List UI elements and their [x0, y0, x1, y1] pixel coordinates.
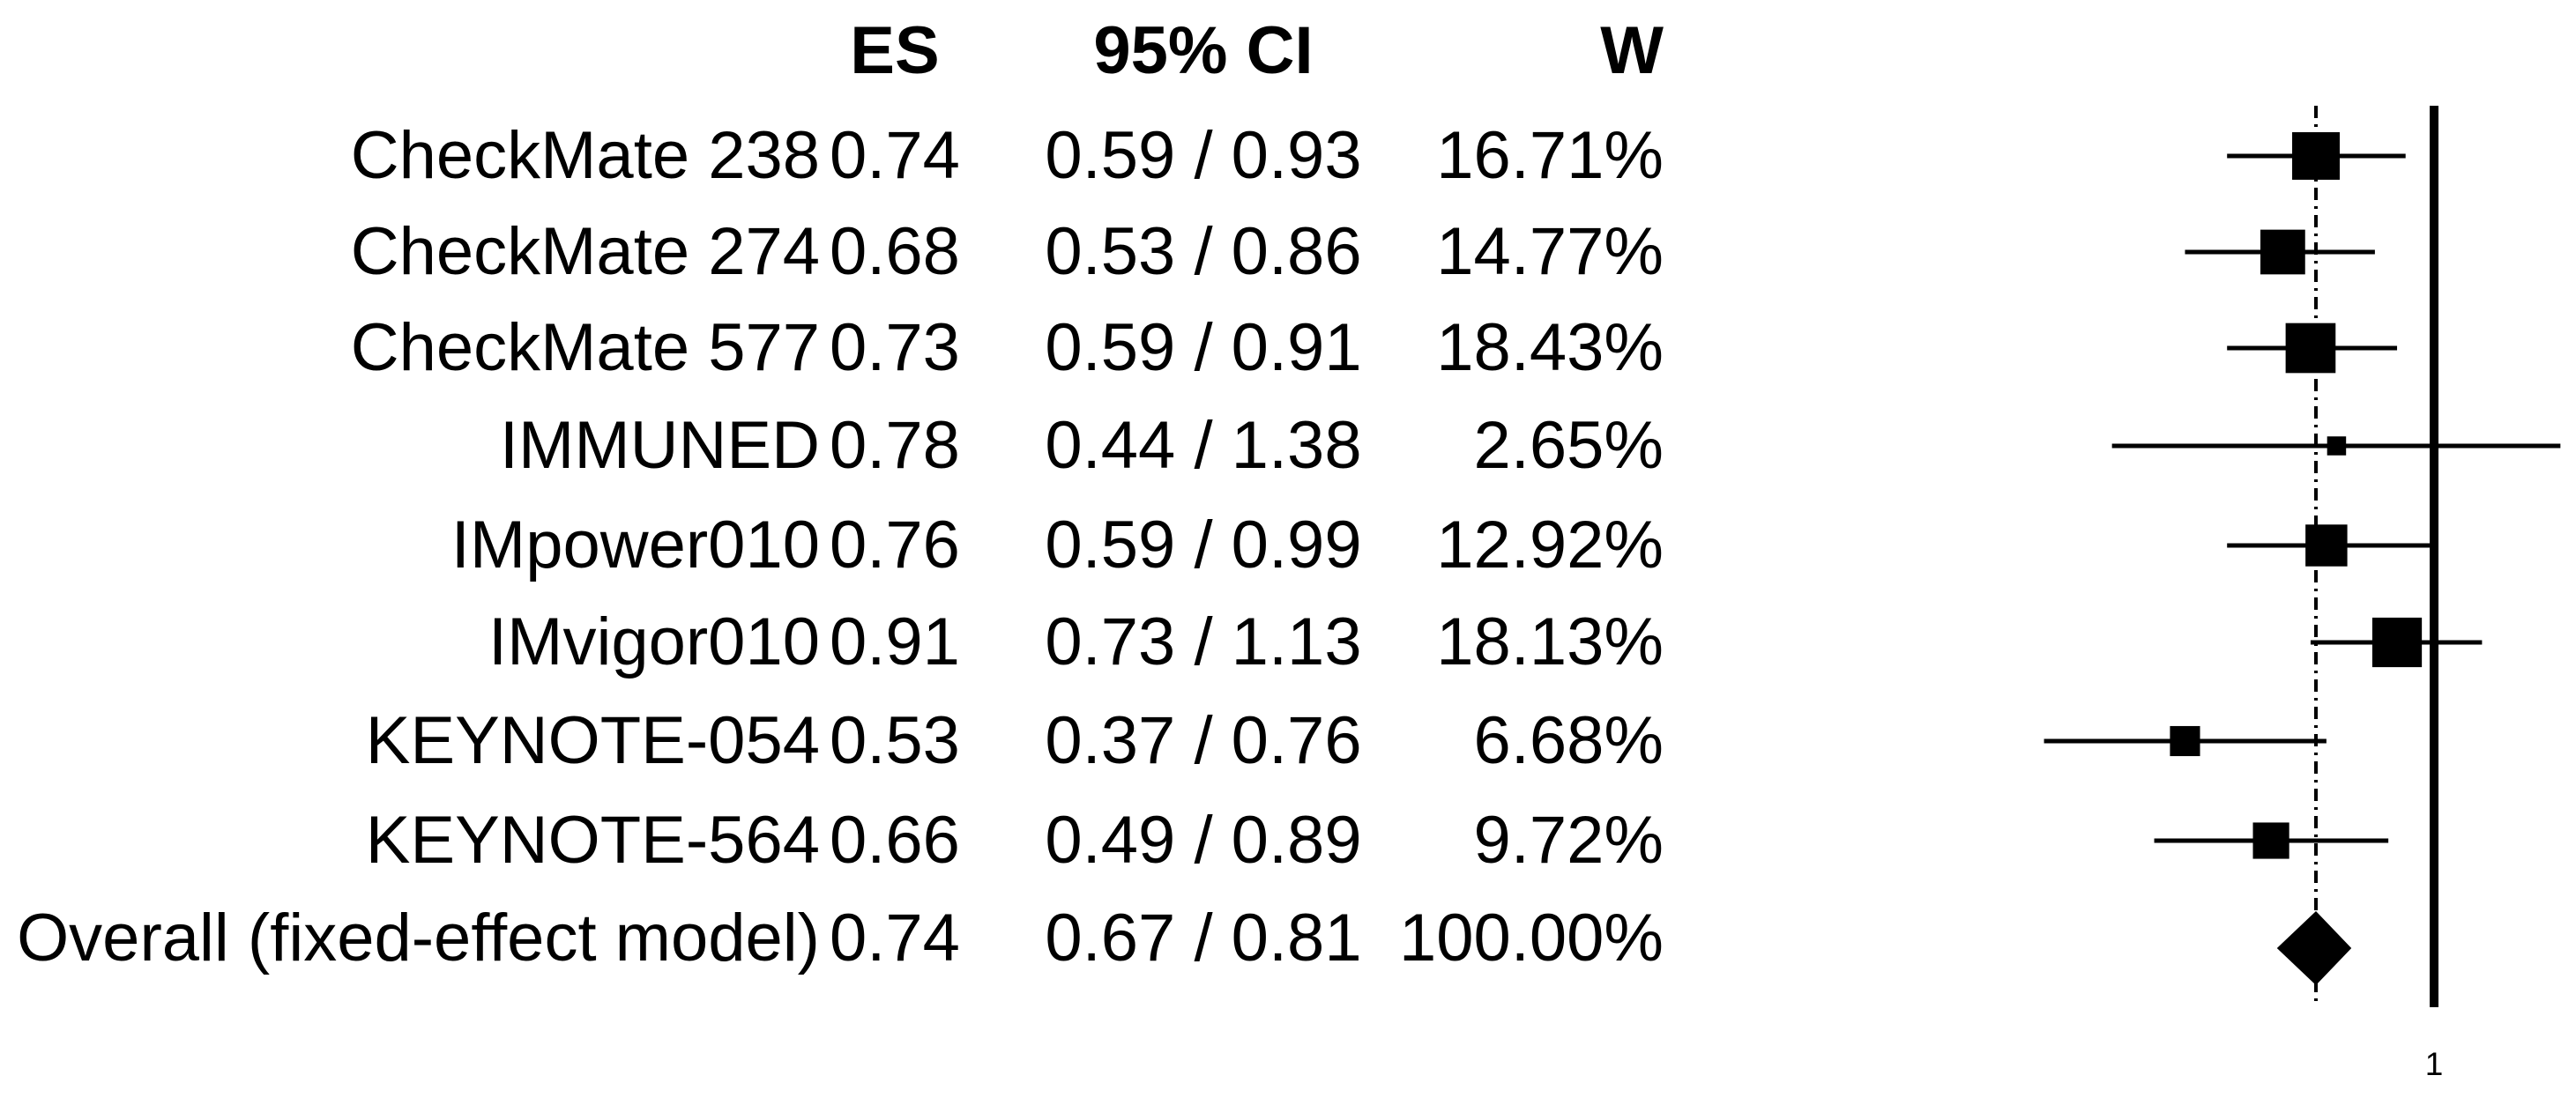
study-label: CheckMate 238 — [350, 118, 820, 193]
ci-value: 0.49 / 0.89 — [1045, 803, 1362, 878]
w-value: 16.71% — [1436, 118, 1664, 193]
es-value: 0.53 — [830, 703, 960, 778]
es-value: 0.73 — [830, 310, 960, 385]
w-value: 18.43% — [1436, 310, 1664, 385]
es-value: 0.91 — [830, 605, 960, 679]
effect-square — [2170, 725, 2200, 757]
effect-square — [2260, 229, 2305, 275]
es-value: 0.76 — [830, 508, 960, 582]
ci-value: 0.67 / 0.81 — [1045, 901, 1362, 975]
overall-diamond — [2276, 911, 2352, 985]
es-value: 0.74 — [830, 118, 960, 193]
study-label: IMMUNED — [499, 408, 820, 483]
effect-square — [2252, 822, 2289, 859]
effect-square — [2327, 436, 2347, 456]
w-value: 6.68% — [1473, 703, 1664, 778]
w-value: 12.92% — [1436, 508, 1664, 582]
study-label: CheckMate 274 — [350, 214, 820, 289]
study-label: KEYNOTE-564 — [365, 803, 820, 878]
ci-value: 0.59 / 0.91 — [1045, 310, 1362, 385]
w-value: 14.77% — [1436, 214, 1664, 289]
w-value: 100.00% — [1398, 901, 1664, 975]
ci-value: 0.73 / 1.13 — [1045, 605, 1362, 679]
w-value: 18.13% — [1436, 605, 1664, 679]
effect-square — [2371, 617, 2423, 668]
ci-value: 0.44 / 1.38 — [1045, 408, 1362, 483]
ci-value: 0.53 / 0.86 — [1045, 214, 1362, 289]
ci-value: 0.59 / 0.99 — [1045, 508, 1362, 582]
ci-value: 0.59 / 0.93 — [1045, 118, 1362, 193]
w-value: 2.65% — [1473, 408, 1664, 483]
column-header-es: ES — [850, 13, 940, 88]
effect-square — [2292, 132, 2340, 180]
effect-square — [2305, 524, 2348, 567]
study-label: Overall (fixed-effect model) — [17, 901, 820, 975]
axis-reference-label: 1 — [2424, 1046, 2444, 1082]
study-label: KEYNOTE-054 — [365, 703, 820, 778]
column-header-w: W — [1600, 13, 1664, 88]
es-value: 0.66 — [830, 803, 960, 878]
es-value: 0.74 — [830, 901, 960, 975]
study-label: IMvigor010 — [488, 605, 820, 679]
study-label: CheckMate 577 — [350, 310, 820, 385]
effect-square — [2285, 323, 2336, 374]
es-value: 0.68 — [830, 214, 960, 289]
es-value: 0.78 — [830, 408, 960, 483]
study-label: IMpower010 — [450, 508, 820, 582]
column-header-ci: 95% CI — [1093, 13, 1314, 88]
w-value: 9.72% — [1473, 803, 1664, 878]
ci-value: 0.37 / 0.76 — [1045, 703, 1362, 778]
